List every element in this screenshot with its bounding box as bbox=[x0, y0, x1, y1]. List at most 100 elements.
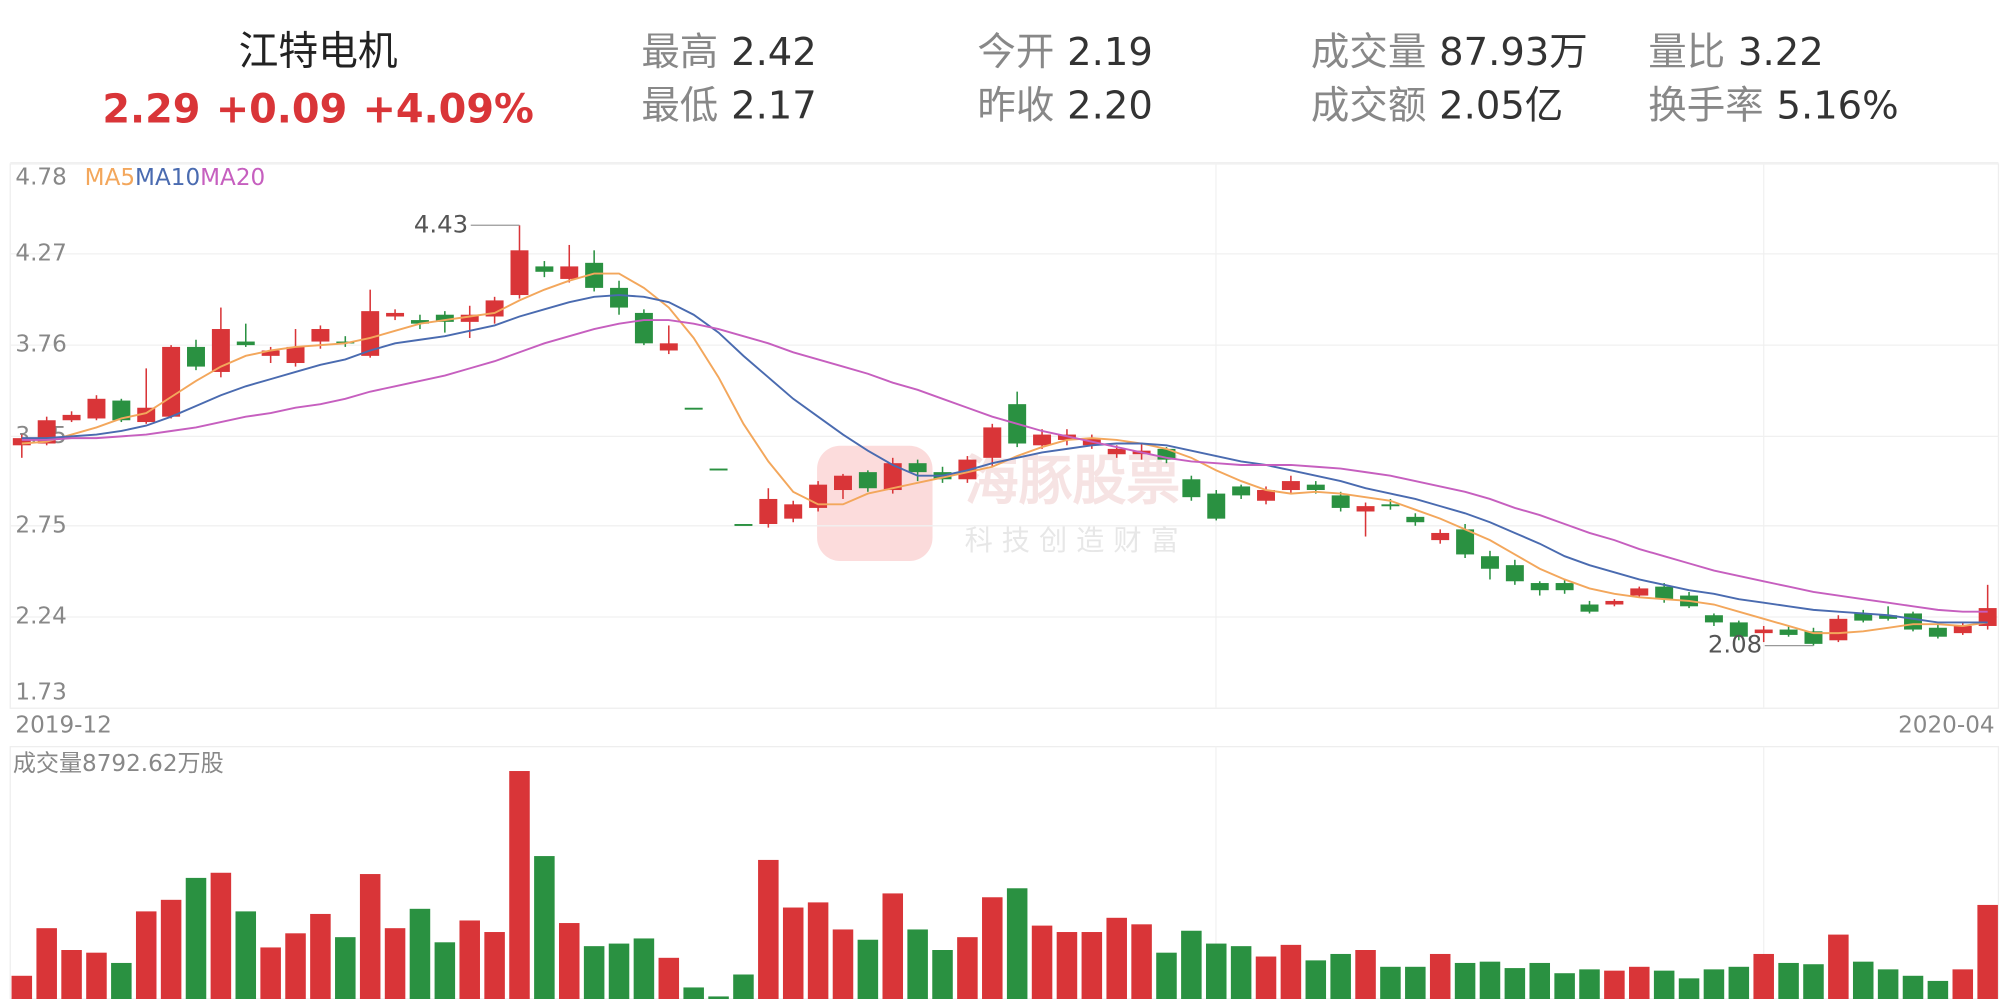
watermark-title: 海豚股票 bbox=[965, 449, 1180, 512]
volume-title: 成交量8792.62万股 bbox=[13, 751, 224, 777]
candle-body bbox=[1331, 495, 1350, 508]
stock-name: 江特电机 bbox=[239, 28, 398, 74]
stat: 昨收 2.20 bbox=[977, 83, 1152, 128]
candle-body bbox=[1406, 516, 1425, 523]
volume-bar bbox=[683, 987, 704, 999]
volume-bar bbox=[335, 937, 356, 999]
volume-bar bbox=[1305, 960, 1327, 999]
volume-bar bbox=[1081, 932, 1103, 999]
volume-bar bbox=[285, 933, 306, 999]
volume-bar bbox=[1703, 969, 1725, 999]
stat-value: 2.42 bbox=[731, 29, 817, 74]
candle-body bbox=[1655, 586, 1674, 600]
volume-bar bbox=[1355, 950, 1376, 999]
volume-bar bbox=[1006, 888, 1028, 999]
volume-bar bbox=[1753, 953, 1774, 999]
volume-bar bbox=[11, 975, 33, 999]
volume-bar bbox=[608, 943, 630, 999]
candle-body bbox=[62, 414, 81, 421]
candle-body bbox=[560, 266, 579, 279]
volume-bar bbox=[1579, 969, 1600, 999]
stat-value: 5.16% bbox=[1777, 83, 1899, 128]
stat: 最低 2.17 bbox=[641, 83, 816, 128]
legend-item: MA10 bbox=[135, 165, 200, 191]
annotation: 2.08 bbox=[1708, 630, 1762, 659]
candle-body bbox=[261, 350, 280, 356]
legend: MA5MA10MA20 bbox=[85, 165, 266, 191]
volume-bar bbox=[111, 962, 132, 999]
stat: 今开 2.19 bbox=[977, 29, 1152, 74]
volume-bar bbox=[1479, 961, 1501, 999]
volume-bar bbox=[359, 874, 381, 999]
candle-body bbox=[1107, 448, 1126, 455]
candle-body bbox=[585, 262, 604, 288]
candle-body bbox=[983, 427, 1002, 458]
volume-bar bbox=[1902, 975, 1924, 999]
volume-bar bbox=[1405, 966, 1426, 999]
candle-body bbox=[834, 475, 852, 491]
candle-body bbox=[1257, 490, 1275, 501]
y-tick-label: 2.24 bbox=[15, 604, 66, 630]
candle-body bbox=[1182, 479, 1201, 498]
candle-body bbox=[1630, 588, 1649, 596]
candle-body bbox=[410, 320, 429, 324]
volume-bar bbox=[1977, 904, 1998, 999]
volume-bar bbox=[1952, 969, 1974, 999]
stat: 成交额 2.05亿 bbox=[1311, 83, 1563, 128]
stat: 量比 3.22 bbox=[1648, 29, 1823, 74]
volume-bar bbox=[1429, 953, 1451, 999]
candle-body bbox=[1505, 565, 1524, 582]
volume-bar bbox=[384, 928, 406, 999]
volume-bar bbox=[160, 899, 182, 999]
candle-body bbox=[1157, 448, 1176, 460]
stat-label: 昨收 bbox=[977, 83, 1054, 128]
candle-body bbox=[435, 314, 454, 322]
stat-value: 2.19 bbox=[1067, 29, 1153, 74]
candle-body bbox=[510, 250, 529, 296]
candle-body bbox=[734, 524, 753, 526]
candle-body bbox=[610, 287, 629, 308]
volume-bar bbox=[932, 950, 953, 999]
stat-label: 量比 bbox=[1648, 29, 1725, 74]
candle-body bbox=[1605, 600, 1624, 605]
price-line: 2.29 +0.09 +4.09% bbox=[102, 86, 533, 132]
candle-body bbox=[1381, 504, 1400, 507]
ma-line bbox=[21, 294, 1988, 624]
candle-body bbox=[236, 341, 255, 346]
volume-bar bbox=[633, 938, 655, 999]
x-label: 2020-04 bbox=[1898, 713, 1994, 739]
volume-bar bbox=[1031, 925, 1053, 999]
volume-bar bbox=[36, 928, 57, 999]
volume-bar bbox=[1728, 966, 1750, 999]
volume-bar bbox=[782, 907, 804, 999]
stat-label: 最低 bbox=[641, 83, 718, 128]
volume-frame bbox=[9, 746, 2000, 999]
candle-body bbox=[12, 438, 31, 446]
volume-bar bbox=[1803, 964, 1824, 999]
candle-body bbox=[286, 346, 305, 364]
volume-bar bbox=[484, 932, 505, 999]
volume-bar bbox=[957, 937, 978, 999]
candle-body bbox=[485, 300, 504, 317]
volume-bar bbox=[534, 856, 555, 999]
volume-bar bbox=[185, 877, 207, 999]
volume-bar bbox=[1778, 962, 1799, 999]
volume-bar bbox=[907, 929, 928, 999]
volume-bar bbox=[1529, 962, 1551, 999]
candle-body bbox=[1928, 627, 1947, 637]
volume-bar bbox=[1156, 952, 1177, 999]
stat-value: 87.93万 bbox=[1439, 29, 1588, 74]
stat: 换手率 5.16% bbox=[1648, 83, 1898, 128]
volume-bar bbox=[857, 939, 879, 999]
volume-bar bbox=[260, 947, 281, 999]
change-pct: +4.09% bbox=[363, 86, 534, 132]
candle-body bbox=[1580, 604, 1599, 612]
volume-bar bbox=[832, 929, 854, 999]
y-tick-label: 1.73 bbox=[15, 679, 66, 705]
volume-bar bbox=[807, 902, 829, 999]
candle-body bbox=[784, 504, 803, 519]
volume-bar bbox=[1230, 946, 1252, 999]
y-tick-label: 4.27 bbox=[15, 240, 66, 266]
candle-body bbox=[1232, 486, 1251, 496]
